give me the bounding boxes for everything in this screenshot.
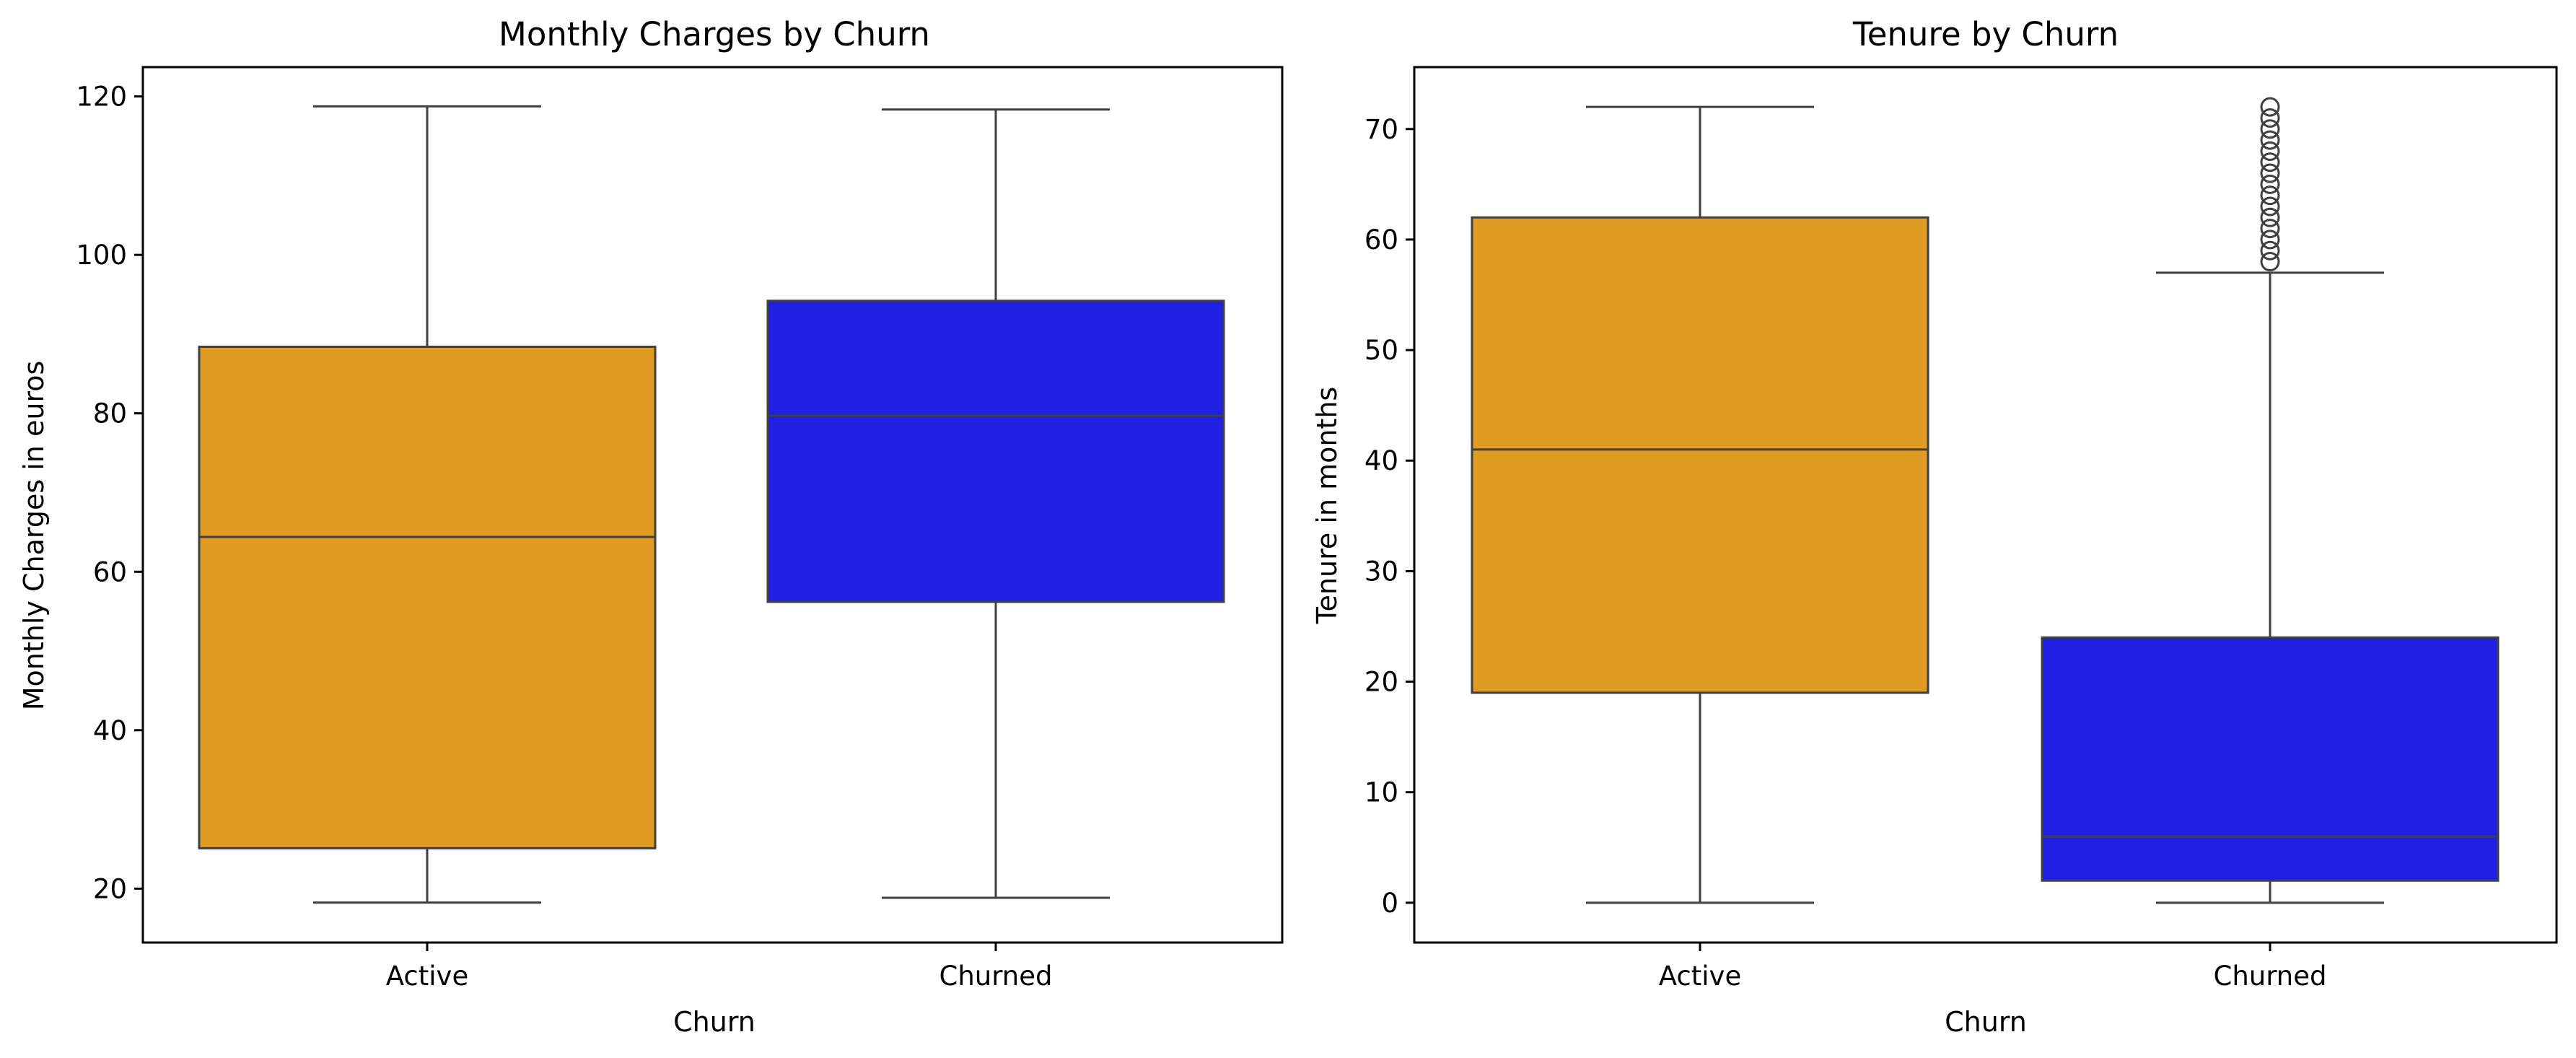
outlier-point — [2260, 141, 2280, 161]
outlier-point — [2260, 207, 2280, 227]
outlier-point — [2260, 152, 2280, 172]
plot-area: 20 40 60 80 100 120 Active Churned — [76, 82, 1225, 992]
y-tick-label: 30 — [1364, 556, 1398, 587]
y-tick-label: 60 — [1364, 224, 1398, 255]
plot-area: 0 10 20 30 40 50 60 70 Active Churned — [1364, 97, 2500, 992]
panel-tenure: Tenure by Churn Tenure in months Churn 0… — [1311, 15, 2558, 1038]
outlier-point — [2260, 119, 2280, 139]
y-tick-label: 0 — [1381, 888, 1398, 919]
x-tick-label: Churned — [939, 961, 1053, 992]
panel-monthly-charges: Monthly Charges by Churn Monthly Charges… — [18, 15, 1284, 1038]
x-tick-label: Active — [1659, 961, 1741, 992]
outlier-point — [2260, 252, 2280, 272]
box-churned — [2041, 636, 2500, 882]
x-tick-label: Active — [386, 961, 468, 992]
y-tick-label: 40 — [1364, 445, 1398, 476]
y-tick-label: 20 — [1364, 667, 1398, 698]
outlier-point — [2260, 219, 2280, 239]
outlier-point — [2260, 174, 2280, 194]
y-axis-label: Tenure in months — [1311, 387, 1343, 624]
axes-frame — [1413, 66, 2558, 944]
x-axis-label: Churn — [1945, 1006, 2027, 1038]
outlier-point — [2260, 108, 2280, 128]
outlier-point — [2260, 185, 2280, 206]
chart-title: Monthly Charges by Churn — [499, 15, 930, 53]
outlier-point — [2260, 240, 2280, 261]
y-tick-label: 80 — [93, 398, 127, 429]
y-tick-label: 120 — [76, 82, 127, 113]
box-churned — [766, 300, 1225, 603]
y-tick-label: 100 — [76, 240, 127, 271]
chart-title: Tenure by Churn — [1852, 15, 2119, 53]
outlier-point — [2260, 163, 2280, 183]
x-tick-label: Churned — [2214, 961, 2327, 992]
x-axis-label: Churn — [673, 1006, 755, 1038]
y-tick-label: 50 — [1364, 335, 1398, 366]
box-active — [198, 346, 657, 849]
outlier-point — [2260, 97, 2280, 117]
outlier-point — [2260, 229, 2280, 250]
outlier-point — [2260, 196, 2280, 217]
y-tick-label: 60 — [93, 556, 127, 587]
box-active — [1471, 216, 1929, 694]
y-axis-label: Monthly Charges in euros — [18, 361, 50, 710]
y-tick-label: 40 — [93, 715, 127, 746]
y-tick-label: 10 — [1364, 777, 1398, 808]
y-tick-label: 20 — [93, 873, 127, 904]
axes-frame — [141, 66, 1284, 944]
y-tick-label: 70 — [1364, 114, 1398, 145]
outlier-point — [2260, 130, 2280, 150]
